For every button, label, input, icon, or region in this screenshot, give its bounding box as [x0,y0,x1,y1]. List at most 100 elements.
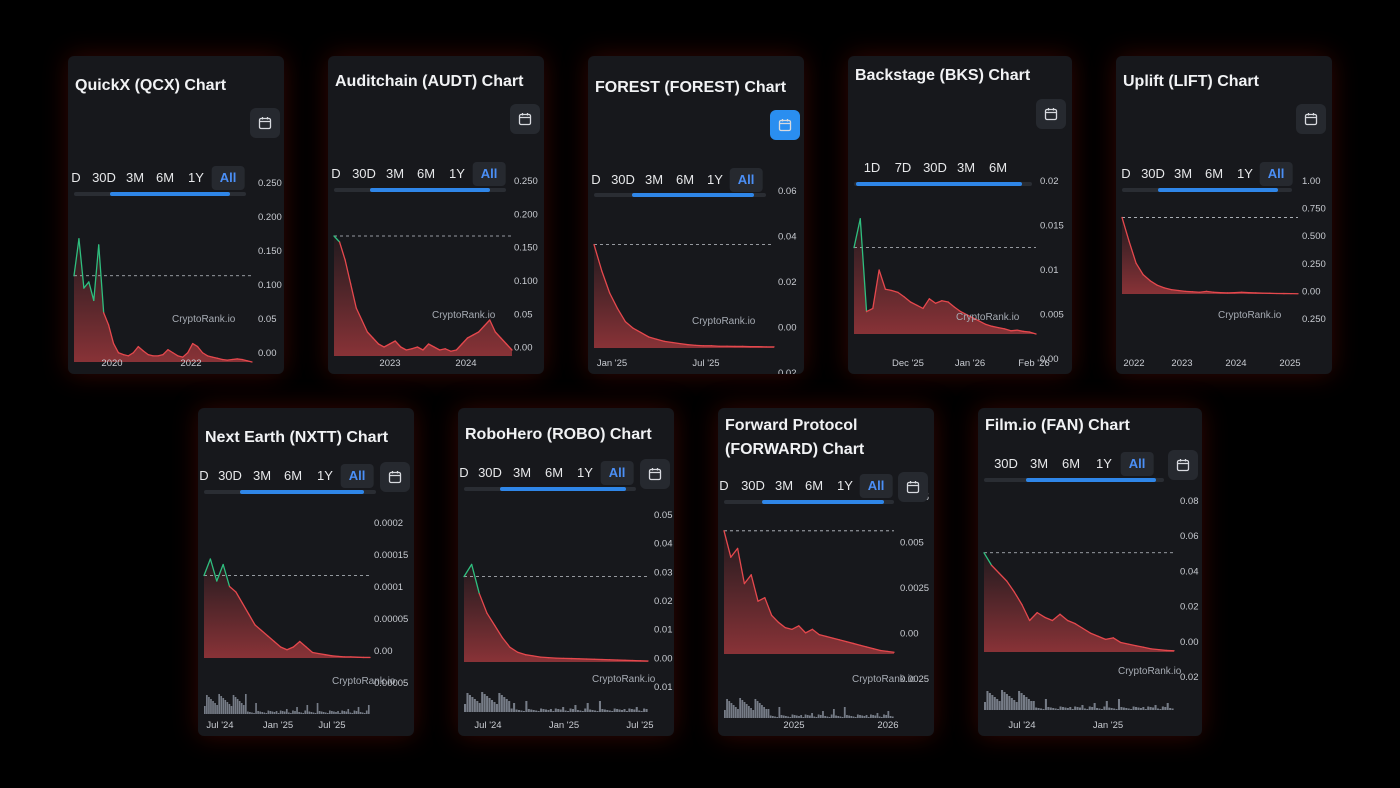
tab-all[interactable]: All [1120,452,1154,476]
scrollbar-thumb[interactable] [632,193,754,197]
tab-30d[interactable]: 30D [611,172,635,187]
price-segment [750,574,759,602]
tab-d[interactable]: D [71,170,81,185]
price-chart: 0.06 0.04 0.02 0.00 0.02 Jan '25 Jul '25 Crypto… [593,186,797,374]
tab-30d[interactable]: 30D [923,160,947,175]
tab-d[interactable]: D [719,478,729,493]
tab-3m[interactable]: 3M [1029,456,1049,471]
price-segment [509,646,519,653]
tab-1y[interactable]: 1Y [837,478,853,493]
tab-d[interactable]: D [199,468,209,483]
price-segment [879,649,888,653]
scrollbar-thumb[interactable] [370,188,490,192]
tab-d[interactable]: D [591,172,601,187]
tab-3m[interactable]: 3M [385,166,405,181]
tab-6m[interactable]: 6M [1204,166,1224,181]
volume-bar [854,717,857,718]
tab-d[interactable]: D [1121,166,1131,181]
volume-bar [576,710,579,712]
tab-30d[interactable]: 30D [218,468,242,483]
tab-6m[interactable]: 6M [675,172,695,187]
price-segment [463,563,473,578]
chart-title: Next Earth (NXTT) Chart [205,429,389,446]
calendar-button[interactable] [1168,450,1198,480]
scrollbar-thumb[interactable] [1026,478,1156,482]
tabs-scrollbar[interactable] [594,193,766,197]
tab-6m[interactable]: 6M [416,166,436,181]
tab-all[interactable]: All [600,461,634,485]
tab-3m[interactable]: 3M [956,160,976,175]
tab-3m[interactable]: 3M [774,478,794,493]
price-segment [655,338,666,343]
tab-3m[interactable]: 3M [1173,166,1193,181]
tabs-scrollbar[interactable] [464,487,636,491]
tab-all[interactable]: All [211,166,245,190]
tabs-scrollbar[interactable] [334,188,506,192]
calendar-button[interactable] [250,108,280,138]
tab-6m[interactable]: 6M [1061,456,1081,471]
scrollbar-thumb[interactable] [110,192,230,196]
volume-bar [249,712,251,714]
tab-all[interactable]: All [729,168,763,192]
tab-1y[interactable]: 1Y [707,172,723,187]
price-segment [832,637,841,641]
volume-bar [726,699,728,718]
tab-1y[interactable]: 1Y [577,465,593,480]
tab-d[interactable]: D [459,465,469,480]
tab-30d[interactable]: 30D [741,478,765,493]
calendar-button[interactable] [898,472,928,502]
tab-6m[interactable]: 6M [988,160,1008,175]
volume-bar [745,704,748,718]
volume-bar [353,710,356,714]
calendar-button[interactable] [770,110,800,140]
calendar-button[interactable] [380,462,410,492]
tabs-scrollbar[interactable] [984,478,1164,482]
y-tick-label: 0.04 [654,539,673,550]
tab-1y[interactable]: 1Y [188,170,204,185]
tab-1y[interactable]: 1Y [1096,456,1112,471]
calendar-button[interactable] [640,459,670,489]
tab-30d[interactable]: 30D [92,170,116,185]
tab-30d[interactable]: 30D [1141,166,1165,181]
calendar-button[interactable] [510,104,540,134]
tabs-scrollbar[interactable] [74,192,246,196]
volume-bar [559,709,562,712]
price-segment [624,320,634,329]
tab-1y[interactable]: 1Y [449,166,465,181]
tab-30d[interactable]: 30D [352,166,376,181]
tab-30d[interactable]: 30D [478,465,502,480]
tab-all[interactable]: All [1259,162,1293,186]
tabs-scrollbar[interactable] [724,500,894,504]
price-segment [972,317,981,322]
tab-6m[interactable]: 6M [155,170,175,185]
tab-6m[interactable]: 6M [544,465,564,480]
tab-6m[interactable]: 6M [283,468,303,483]
tab-3m[interactable]: 3M [512,465,532,480]
tabs-scrollbar[interactable] [854,182,1032,186]
volume-bar [737,709,739,718]
tab-1d[interactable]: 1D [863,160,881,175]
x-tick-label: Jul '25 [626,720,653,731]
tab-6m[interactable]: 6M [804,478,824,493]
scrollbar-thumb[interactable] [762,500,884,504]
tab-3m[interactable]: 3M [252,468,272,483]
tab-3m[interactable]: 3M [125,170,145,185]
tab-3m[interactable]: 3M [644,172,664,187]
scrollbar-thumb[interactable] [500,487,626,491]
tab-all[interactable]: All [340,464,374,488]
scrollbar-thumb[interactable] [1158,188,1278,192]
tab-1y[interactable]: 1Y [1237,166,1253,181]
tab-all[interactable]: All [472,162,506,186]
tabs-scrollbar[interactable] [1122,188,1292,192]
tab-d[interactable]: D [331,166,341,181]
calendar-button[interactable] [1036,99,1066,129]
tab-1y[interactable]: 1Y [317,468,333,483]
scrollbar-thumb[interactable] [856,182,1022,186]
scrollbar-thumb[interactable] [240,490,364,494]
tab-30d[interactable]: 30D [994,456,1018,471]
volume-bar [822,711,824,718]
tab-all[interactable]: All [859,474,893,498]
calendar-button[interactable] [1296,104,1326,134]
tabs-scrollbar[interactable] [204,490,376,494]
tab-7d[interactable]: 7D [894,160,912,175]
